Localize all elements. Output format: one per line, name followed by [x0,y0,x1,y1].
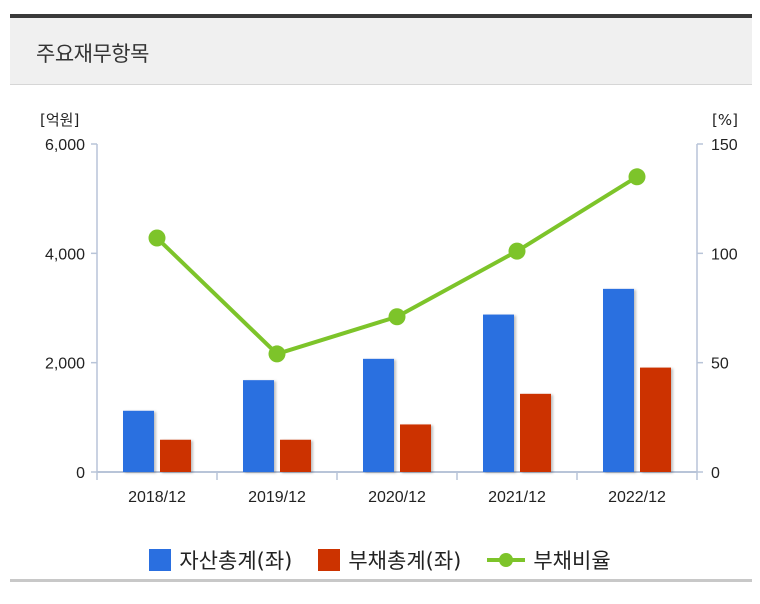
ratio-point [628,168,646,186]
bar-assets [123,410,154,472]
bar-assets [243,380,274,472]
legend-swatch-ratio [487,549,526,571]
bar-liabilities [640,367,671,472]
legend-label-liabilities: 부채총계(좌) [348,549,462,573]
legend-label-ratio: 부채비율 [533,549,611,573]
panel-header: 주요재무항목 [10,18,752,85]
x-tick-label: 2022/12 [608,489,666,506]
bar-assets [483,314,514,472]
legend-item-ratio[interactable]: 부채비율 [487,545,611,575]
legend-swatch-assets [149,549,172,571]
ratio-point [388,308,406,326]
right-tick-label: 100 [711,246,738,263]
bar-liabilities [400,424,431,472]
bar-liabilities [520,393,551,472]
bar-assets [603,288,634,472]
bar-liabilities [280,439,311,472]
x-tick-label: 2020/12 [368,489,426,506]
right-tick-label: 0 [711,465,720,482]
ratio-point [508,242,526,260]
chart-legend: 자산총계(좌) 부채총계(좌) 부채비율 [0,540,760,580]
left-tick-label: 6,000 [45,137,85,154]
ratio-point [148,229,166,247]
legend-label-assets: 자산총계(좌) [179,549,293,573]
financial-chart: 0 2,000 4,000 6,000 0 50 100 150 [억원] [%] 2018/12 2… [40,111,738,506]
x-tick-label: 2019/12 [248,489,306,506]
ratio-line [155,175,639,356]
right-axis-unit: [%] [712,111,738,129]
left-tick-label: 4,000 [45,246,85,263]
left-tick-label: 0 [76,465,85,482]
legend-item-assets[interactable]: 자산총계(좌) [149,545,292,575]
x-tick-label: 2021/12 [488,489,546,506]
x-tick-label: 2018/12 [128,489,186,506]
left-tick-label: 2,000 [45,356,85,373]
right-tick-label: 150 [711,137,738,154]
top-rule [10,14,752,18]
legend-swatch-liabilities [318,549,341,571]
left-axis-unit: [억원] [40,111,79,129]
panel-title: 주요재무항목 [36,42,149,66]
legend-item-liabilities[interactable]: 부채총계(좌) [318,545,461,575]
bottom-rule [10,579,752,582]
bar-assets [363,358,394,472]
bar-liabilities [160,439,191,472]
right-tick-label: 50 [711,356,729,373]
ratio-point [268,345,286,363]
